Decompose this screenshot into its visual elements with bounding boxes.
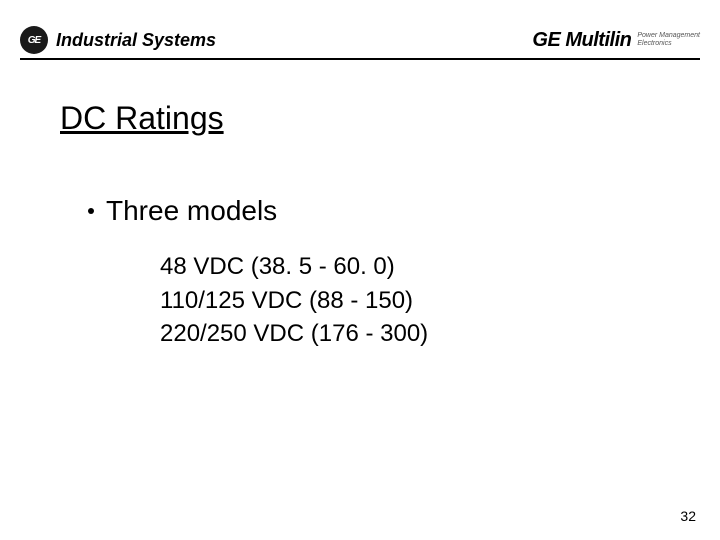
header-right: GE Multilin Power Management Electronics — [532, 29, 700, 52]
brand-sub-group: Power Management Electronics — [637, 32, 700, 47]
slide-title: DC Ratings — [60, 100, 224, 137]
page-number: 32 — [680, 508, 696, 524]
ge-logo-icon: GE — [20, 26, 48, 54]
ge-logo-text: GE — [28, 35, 40, 46]
model-line: 110/125 VDC (88 - 150) — [160, 284, 428, 318]
bullet-text: Three models — [106, 195, 277, 227]
division-label: Industrial Systems — [56, 30, 216, 51]
bullet-item: Three models — [88, 195, 277, 227]
brand-main-label: GE Multilin — [532, 29, 631, 52]
brand-sub1-label: Power Management — [637, 32, 700, 40]
header-left: GE Industrial Systems — [20, 26, 216, 54]
slide: GE Industrial Systems GE Multilin Power … — [0, 0, 720, 540]
models-list: 48 VDC (38. 5 - 60. 0) 110/125 VDC (88 -… — [160, 250, 428, 351]
model-line: 220/250 VDC (176 - 300) — [160, 317, 428, 351]
slide-header: GE Industrial Systems GE Multilin Power … — [20, 20, 700, 60]
brand-sub2-label: Electronics — [637, 40, 700, 48]
bullet-dot-icon — [88, 208, 94, 214]
model-line: 48 VDC (38. 5 - 60. 0) — [160, 250, 428, 284]
header-divider — [20, 58, 700, 60]
